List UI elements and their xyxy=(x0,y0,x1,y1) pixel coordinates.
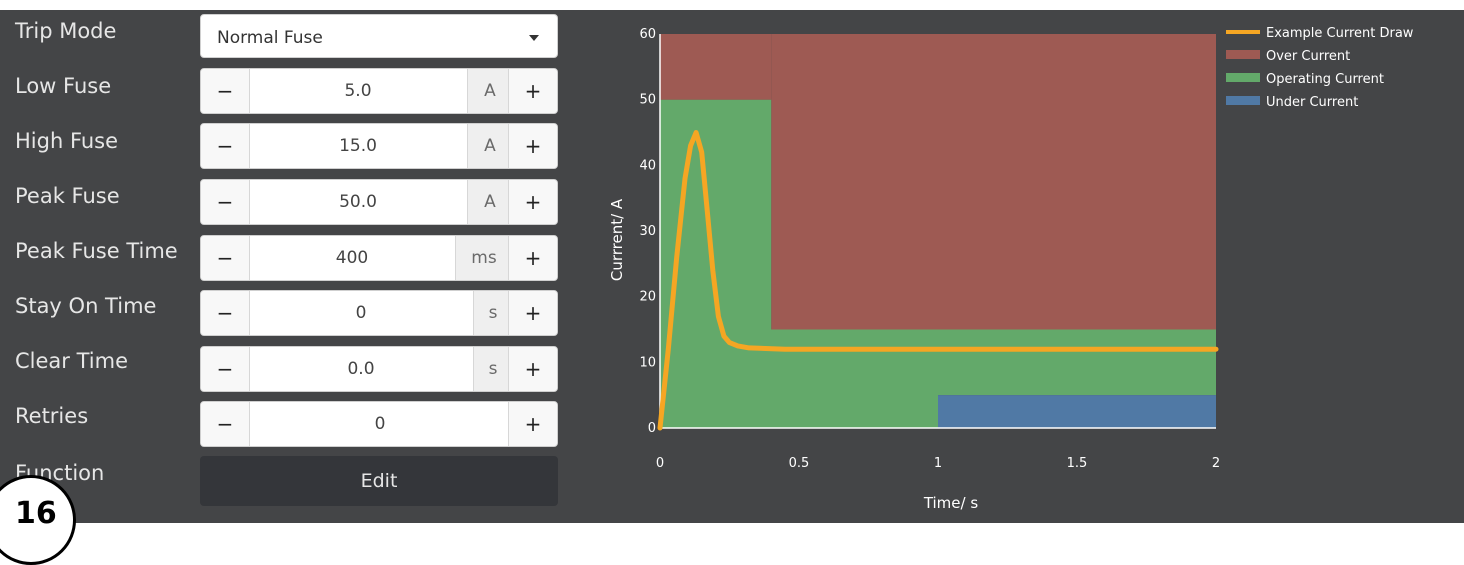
peak-fuse-increment-button[interactable]: + xyxy=(508,180,557,224)
x-axis-label: Time/ s xyxy=(923,494,979,512)
y-axis-label: Currrent/ A xyxy=(608,198,626,281)
x-tick-label: 0.5 xyxy=(789,456,810,471)
region-over-current-upper xyxy=(660,34,772,100)
high-fuse-label: High Fuse xyxy=(15,129,119,153)
stay-on-time-unit: s xyxy=(473,291,512,335)
figure-number-badge: 16 xyxy=(0,475,76,565)
chart-legend: Example Current Draw Over Current Operatin… xyxy=(1226,26,1414,110)
x-tick-label: 2 xyxy=(1212,456,1220,471)
retries-increment-button[interactable]: + xyxy=(508,402,557,446)
low-fuse-unit: A xyxy=(467,69,512,113)
legend-label[interactable]: Under Current xyxy=(1266,95,1358,110)
stay-on-time-stepper: − 0 s + xyxy=(200,290,558,336)
legend-label[interactable]: Operating Current xyxy=(1266,72,1384,87)
low-fuse-label: Low Fuse xyxy=(15,74,112,98)
high-fuse-increment-button[interactable]: + xyxy=(508,124,557,168)
peak-fuse-time-input[interactable]: 400 xyxy=(335,248,369,268)
retries-input[interactable]: 0 xyxy=(374,414,386,434)
retries-stepper: − 0 + xyxy=(200,401,558,447)
legend-label[interactable]: Example Current Draw xyxy=(1266,26,1414,41)
clear-time-label: Clear Time xyxy=(15,349,128,373)
stay-on-time-decrement-button[interactable]: − xyxy=(201,291,250,335)
y-tick-label: 40 xyxy=(639,158,656,173)
function-edit-button[interactable]: Edit xyxy=(200,456,558,506)
clear-time-increment-button[interactable]: + xyxy=(508,347,557,391)
y-tick-label: 20 xyxy=(639,290,656,305)
legend-label[interactable]: Over Current xyxy=(1266,49,1350,64)
peak-fuse-input[interactable]: 50.0 xyxy=(339,192,377,212)
chart-regions xyxy=(660,34,1216,429)
y-tick-label: 60 xyxy=(639,27,656,42)
figure-number: 16 xyxy=(15,496,57,531)
high-fuse-decrement-button[interactable]: − xyxy=(201,124,250,168)
legend-swatch xyxy=(1226,50,1260,59)
chart-line xyxy=(657,130,1219,431)
y-tick-label: 50 xyxy=(639,93,656,108)
stay-on-time-increment-button[interactable]: + xyxy=(508,291,557,335)
clear-time-input[interactable]: 0.0 xyxy=(347,359,375,379)
low-fuse-increment-button[interactable]: + xyxy=(508,69,557,113)
region-under-current xyxy=(938,395,1216,428)
low-fuse-stepper: − 5.0 A + xyxy=(200,68,558,114)
fuse-settings-panel: Trip Mode Low Fuse High Fuse Peak Fuse P… xyxy=(0,10,1464,565)
legend-swatch xyxy=(1226,73,1260,82)
high-fuse-input[interactable]: 15.0 xyxy=(339,136,377,156)
y-tick-label: 10 xyxy=(639,355,656,370)
peak-fuse-time-unit: ms xyxy=(455,236,512,280)
x-tick-label: 0 xyxy=(656,456,664,471)
peak-fuse-stepper: − 50.0 A + xyxy=(200,179,558,225)
region-over-current xyxy=(771,34,1216,330)
clear-time-stepper: − 0.0 s + xyxy=(200,346,558,392)
stay-on-time-label: Stay On Time xyxy=(15,294,157,318)
peak-fuse-decrement-button[interactable]: − xyxy=(201,180,250,224)
peak-fuse-time-stepper: − 400 ms + xyxy=(200,235,558,281)
peak-fuse-time-increment-button[interactable]: + xyxy=(508,236,557,280)
stay-on-time-input[interactable]: 0 xyxy=(355,303,367,323)
high-fuse-stepper: − 15.0 A + xyxy=(200,123,558,169)
x-tick-label: 1 xyxy=(934,456,942,471)
low-fuse-decrement-button[interactable]: − xyxy=(201,69,250,113)
trip-mode-label: Trip Mode xyxy=(15,19,117,43)
y-tick-label: 0 xyxy=(648,421,656,436)
series-line-example-current-draw xyxy=(657,130,1219,431)
x-tick-label: 1.5 xyxy=(1067,456,1088,471)
legend-swatch xyxy=(1226,96,1260,105)
peak-fuse-time-label: Peak Fuse Time xyxy=(15,239,178,263)
retries-label: Retries xyxy=(15,404,89,428)
retries-decrement-button[interactable]: − xyxy=(201,402,250,446)
high-fuse-unit: A xyxy=(467,124,512,168)
clear-time-decrement-button[interactable]: − xyxy=(201,347,250,391)
trip-mode-select[interactable]: Normal Fuse xyxy=(200,14,558,58)
y-tick-label: 30 xyxy=(639,224,656,239)
clear-time-unit: s xyxy=(473,347,512,391)
region-operating-current xyxy=(660,99,1216,429)
trip-mode-value: Normal Fuse xyxy=(217,28,323,48)
peak-fuse-time-decrement-button[interactable]: − xyxy=(201,236,250,280)
chevron-down-icon xyxy=(529,35,539,41)
peak-fuse-unit: A xyxy=(467,180,512,224)
low-fuse-input[interactable]: 5.0 xyxy=(344,81,372,101)
peak-fuse-label: Peak Fuse xyxy=(15,184,120,208)
legend-swatch xyxy=(1226,30,1260,34)
